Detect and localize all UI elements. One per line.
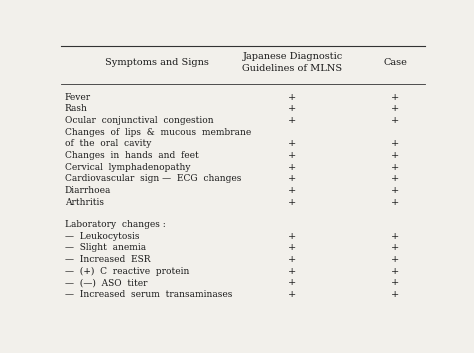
Text: +: + (391, 116, 400, 125)
Text: +: + (391, 163, 400, 172)
Text: +: + (288, 290, 297, 299)
Text: Japanese Diagnostic
Guidelines of MLNS: Japanese Diagnostic Guidelines of MLNS (242, 52, 343, 73)
Text: +: + (288, 104, 297, 113)
Text: Cervical  lymphadenopathy: Cervical lymphadenopathy (65, 163, 190, 172)
Text: +: + (391, 232, 400, 241)
Text: +: + (391, 290, 400, 299)
Text: +: + (288, 198, 297, 207)
Text: +: + (391, 92, 400, 102)
Text: —  (+)  C  reactive  protein: — (+) C reactive protein (65, 267, 189, 276)
Text: +: + (391, 255, 400, 264)
Text: +: + (391, 279, 400, 287)
Text: —  (—)  ASO  titer: — (—) ASO titer (65, 279, 147, 287)
Text: —  Increased  ESR: — Increased ESR (65, 255, 150, 264)
Text: +: + (391, 151, 400, 160)
Text: +: + (288, 174, 297, 184)
Text: +: + (288, 151, 297, 160)
Text: +: + (288, 186, 297, 195)
Text: +: + (288, 243, 297, 252)
Text: Symptoms and Signs: Symptoms and Signs (105, 58, 209, 67)
Text: Diarrhoea: Diarrhoea (65, 186, 111, 195)
Text: +: + (391, 186, 400, 195)
Text: +: + (288, 163, 297, 172)
Text: Arthritis: Arthritis (65, 198, 104, 207)
Text: Changes  in  hands  and  feet: Changes in hands and feet (65, 151, 199, 160)
Text: —  Increased  serum  transaminases: — Increased serum transaminases (65, 290, 232, 299)
Text: of  the  oral  cavity: of the oral cavity (65, 139, 151, 148)
Text: Ocular  conjunctival  congestion: Ocular conjunctival congestion (65, 116, 213, 125)
Text: —  Leukocytosis: — Leukocytosis (65, 232, 139, 241)
Text: Changes  of  lips  &  mucous  membrane: Changes of lips & mucous membrane (65, 128, 251, 137)
Text: +: + (288, 232, 297, 241)
Text: +: + (288, 92, 297, 102)
Text: +: + (391, 174, 400, 184)
Text: Fever: Fever (65, 92, 91, 102)
Text: +: + (288, 116, 297, 125)
Text: +: + (288, 267, 297, 276)
Text: +: + (391, 243, 400, 252)
Text: +: + (391, 104, 400, 113)
Text: +: + (391, 198, 400, 207)
Text: Rash: Rash (65, 104, 88, 113)
Text: +: + (288, 255, 297, 264)
Text: Cardiovascular  sign —  ECG  changes: Cardiovascular sign — ECG changes (65, 174, 241, 184)
Text: +: + (288, 279, 297, 287)
Text: +: + (391, 139, 400, 148)
Text: Laboratory  changes :: Laboratory changes : (65, 220, 165, 229)
Text: Case: Case (383, 58, 407, 67)
Text: —  Slight  anemia: — Slight anemia (65, 243, 146, 252)
Text: +: + (391, 267, 400, 276)
Text: +: + (288, 139, 297, 148)
